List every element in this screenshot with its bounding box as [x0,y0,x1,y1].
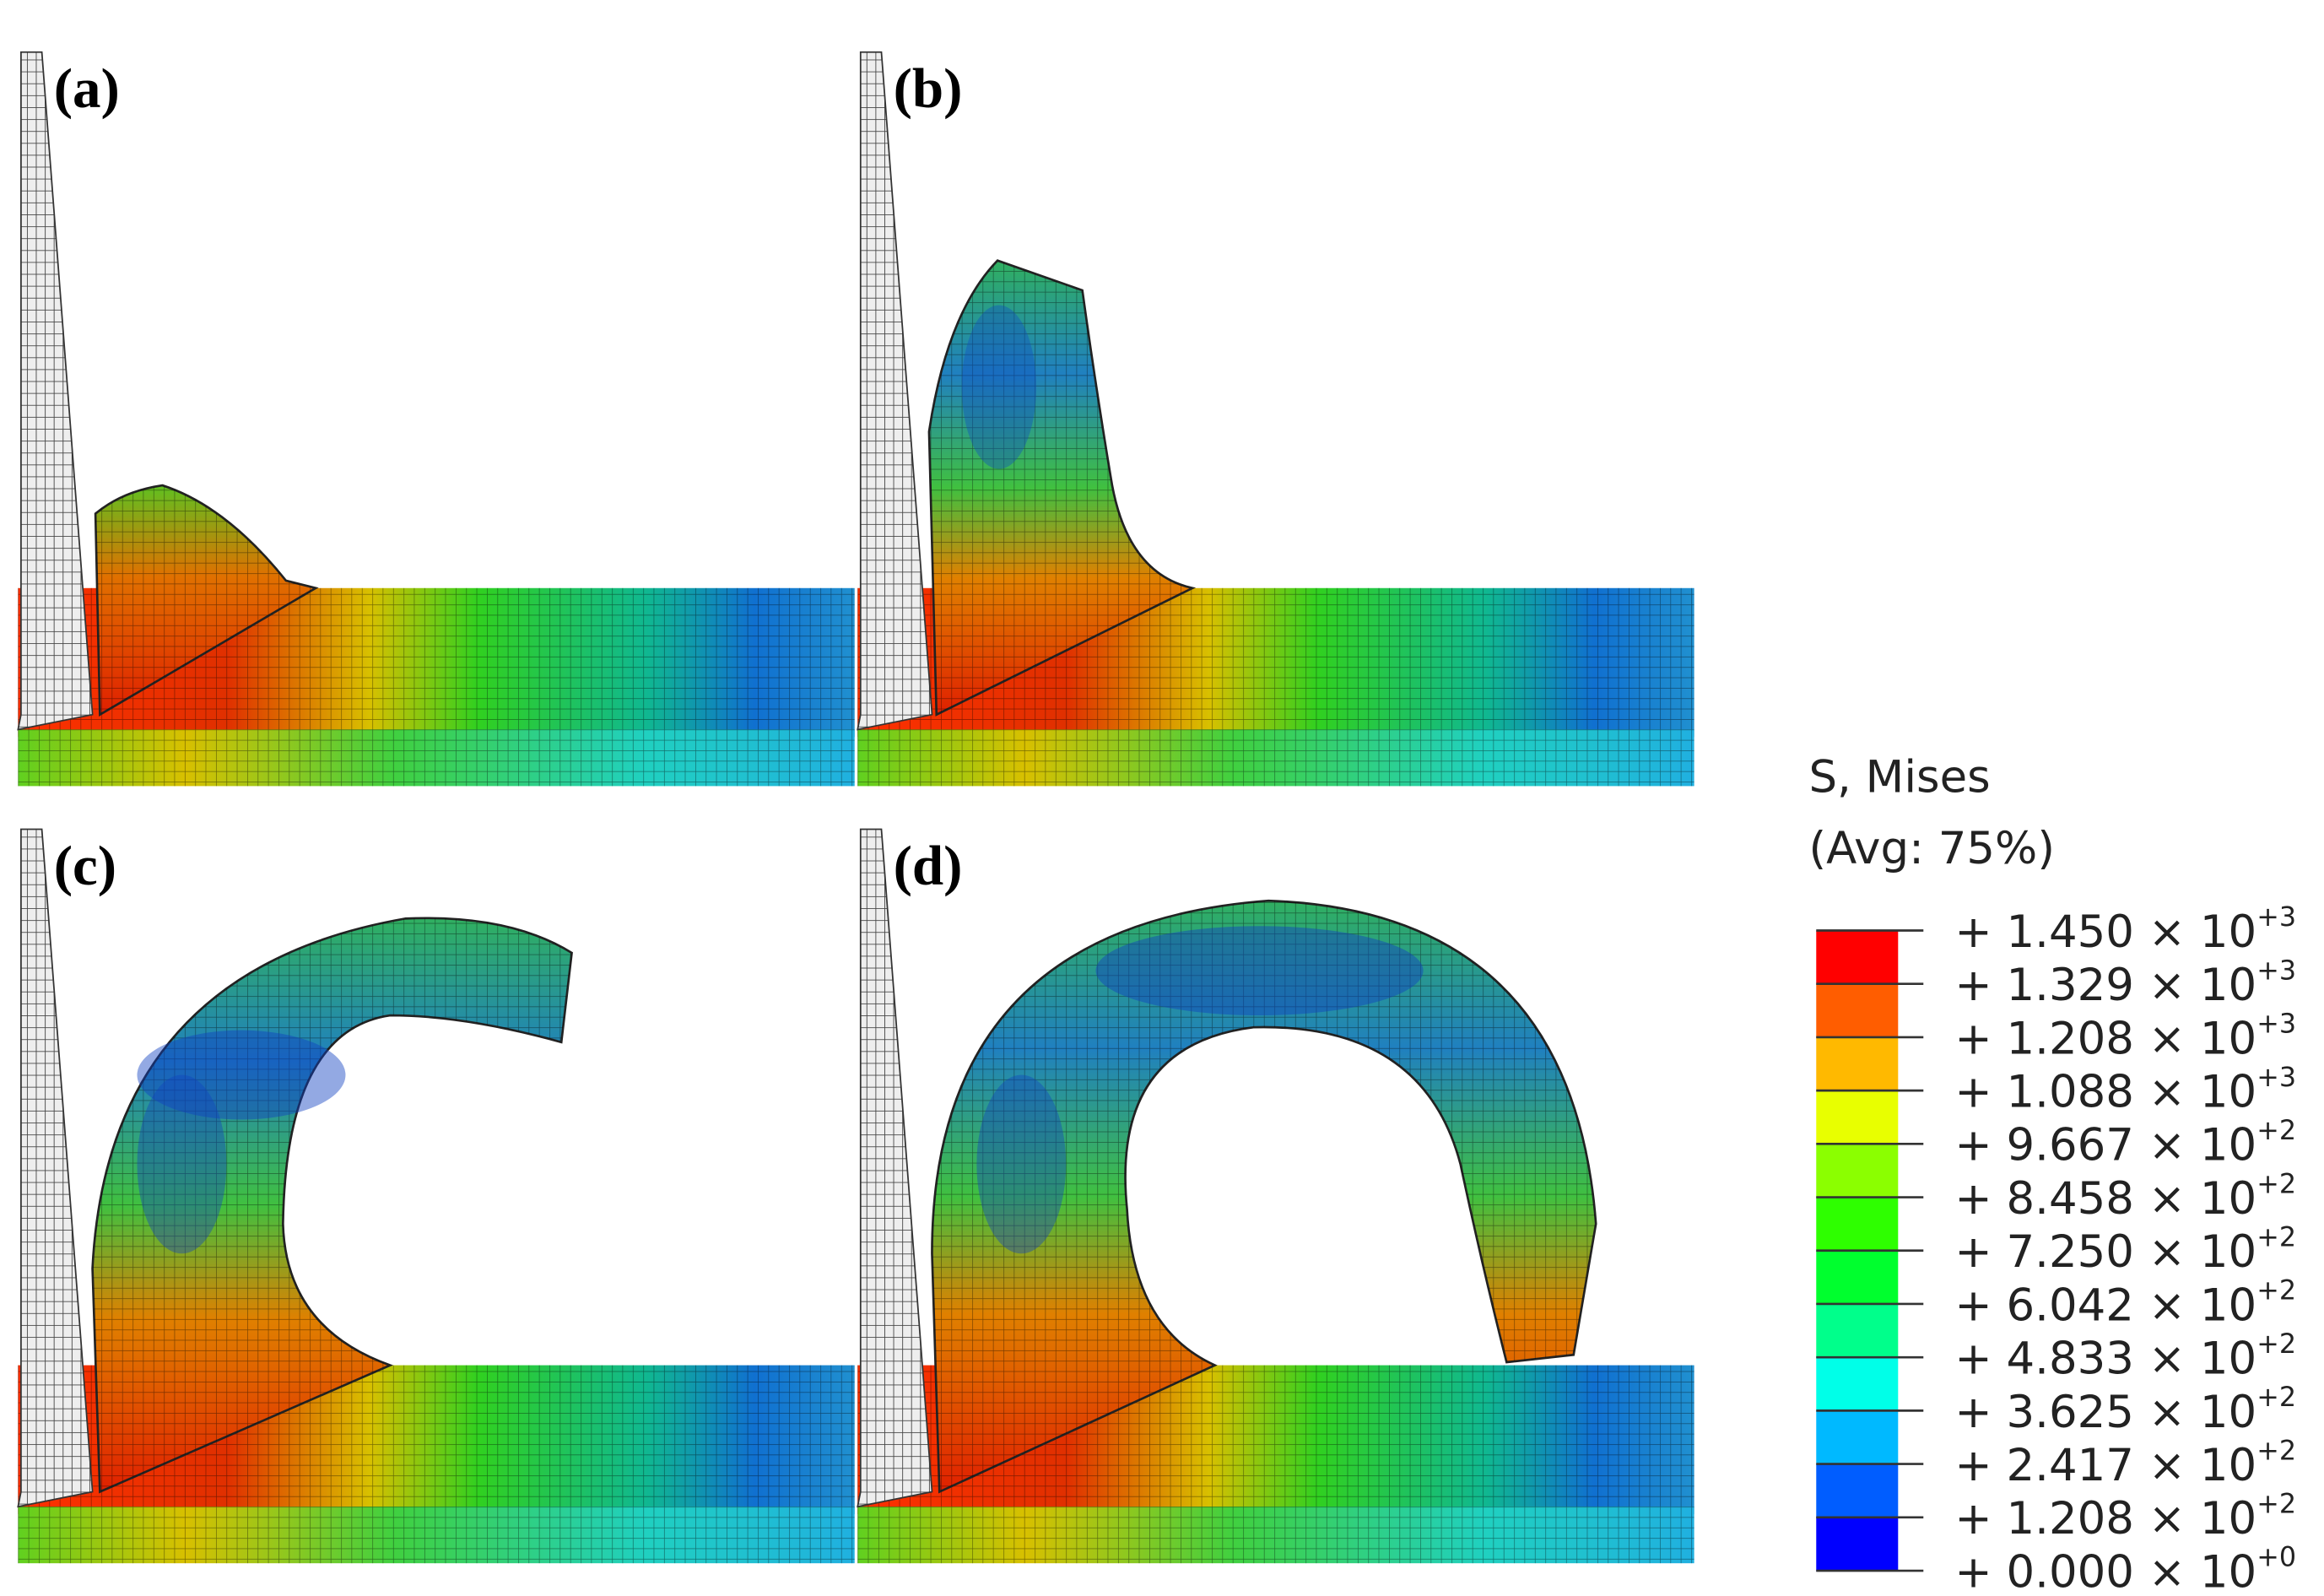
legend-label-text: + 8.458 × 10 [1954,1173,2256,1225]
legend-label-exponent: +2 [2256,1382,2296,1413]
panel-label: (b) [894,57,963,120]
legend-label-text: + 1.329 × 10 [1954,960,2256,1011]
legend-label-exponent: +3 [2256,1009,2296,1040]
legend-label-text: + 3.625 × 10 [1954,1387,2256,1438]
legend-label-text: + 9.667 × 10 [1954,1120,2256,1171]
simulation-panel: (a) [17,51,855,787]
legend-band [1816,1357,1899,1412]
legend-label-exponent: +2 [2256,1436,2296,1466]
legend-label: + 8.458 × 10+2 [1954,1169,2296,1225]
legend-label-exponent: +2 [2256,1222,2296,1252]
legend-label-exponent: +3 [2256,955,2296,986]
chip-mesh [932,901,1597,1492]
panel-label: (c) [54,835,116,897]
legend-label-exponent: +2 [2256,1329,2296,1360]
legend-label-exponent: +2 [2256,1276,2296,1307]
chip-mesh [928,260,1193,715]
legend-label: + 0.000 × 10+0 [1954,1543,2296,1596]
legend-band [1816,1197,1899,1252]
legend-band [1816,1463,1899,1518]
legend-label: + 1.450 × 10+3 [1954,902,2296,958]
legend-band [1816,1090,1899,1145]
legend-band [1816,1303,1899,1359]
legend-label-text: + 1.208 × 10 [1954,1493,2256,1545]
legend-label-text: + 0.000 × 10 [1954,1546,2256,1596]
legend-band [1816,1517,1899,1572]
panel-label: (d) [894,835,963,897]
legend-label-exponent: +2 [2256,1490,2296,1520]
tool [857,51,933,731]
legend-label-exponent: +2 [2256,1169,2296,1199]
legend-label-exponent: +3 [2256,902,2296,933]
legend-label-exponent: +0 [2256,1543,2296,1573]
legend-label: + 4.833 × 10+2 [1954,1329,2296,1385]
legend-bands: + 1.450 × 10+3+ 1.329 × 10+3+ 1.208 × 10… [1816,902,2296,1596]
legend-band [1816,1144,1899,1198]
legend-label-exponent: +3 [2256,1063,2296,1093]
chip-mesh [92,917,572,1492]
legend-label-exponent: +2 [2256,1116,2296,1146]
panels: (a) (b) (c) (d) [17,51,1694,1564]
legend-label: + 2.417 × 10+2 [1954,1436,2296,1491]
legend-label-text: + 2.417 × 10 [1954,1440,2256,1491]
legend-label: + 6.042 × 10+2 [1954,1276,2296,1332]
legend-title: S, Mises [1808,751,1990,803]
legend-label: + 1.208 × 10+3 [1954,1009,2296,1065]
simulation-panel: (c) [17,828,855,1564]
legend-label-text: + 4.833 × 10 [1954,1334,2256,1385]
legend-subtitle: (Avg: 75%) [1808,823,2055,874]
legend-label: + 3.625 × 10+2 [1954,1382,2296,1438]
legend-band [1816,1250,1899,1305]
simulation-panel: (b) [857,51,1694,787]
low-stress-zone [976,1074,1067,1254]
low-stress-zone [1095,926,1424,1016]
legend: S, Mises (Avg: 75%) + 1.450 × 10+3+ 1.32… [1808,751,2296,1596]
legend-label: + 9.667 × 10+2 [1954,1116,2296,1171]
legend-band [1816,1036,1899,1092]
low-stress-zone [137,1074,227,1254]
tool [17,828,94,1508]
legend-label: + 1.208 × 10+2 [1954,1490,2296,1545]
legend-band [1816,983,1899,1038]
legend-label: + 1.088 × 10+3 [1954,1063,2296,1118]
panel-label: (a) [54,57,120,120]
legend-band [1816,1410,1899,1465]
legend-label-text: + 7.250 × 10 [1954,1226,2256,1278]
legend-label-text: + 6.042 × 10 [1954,1280,2256,1331]
tool [17,51,94,731]
legend-label: + 7.250 × 10+2 [1954,1222,2296,1278]
legend-label-text: + 1.450 × 10 [1954,906,2256,958]
legend-label: + 1.329 × 10+3 [1954,955,2296,1011]
legend-label-text: + 1.088 × 10 [1954,1067,2256,1118]
low-stress-zone [961,305,1036,469]
legend-band [1816,930,1899,985]
legend-label-text: + 1.208 × 10 [1954,1013,2256,1064]
simulation-panel: (d) [857,828,1694,1564]
chip-mesh [95,485,316,715]
tool [857,828,933,1508]
low-stress-zone [137,1030,346,1120]
